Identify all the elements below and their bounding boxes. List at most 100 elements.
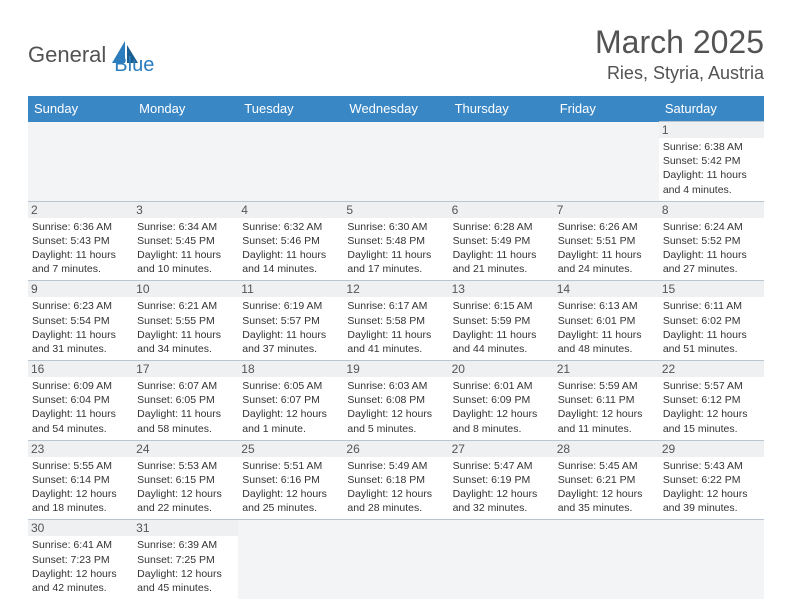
day-info: Sunrise: 5:43 AMSunset: 6:22 PMDaylight:… [663,459,760,516]
daylight-text: Daylight: 12 hours and 18 minutes. [32,487,129,515]
sunrise-text: Sunrise: 5:57 AM [663,379,760,393]
day-info: Sunrise: 6:11 AMSunset: 6:02 PMDaylight:… [663,299,760,356]
day-header: Saturday [659,96,764,122]
day-cell: 18Sunrise: 6:05 AMSunset: 6:07 PMDayligh… [238,361,343,441]
day-number: 9 [28,281,133,297]
sunrise-text: Sunrise: 6:32 AM [242,220,339,234]
day-info: Sunrise: 6:07 AMSunset: 6:05 PMDaylight:… [137,379,234,436]
day-cell [238,122,343,202]
day-info: Sunrise: 6:15 AMSunset: 5:59 PMDaylight:… [453,299,550,356]
sunset-text: Sunset: 5:42 PM [663,154,760,168]
daylight-text: Daylight: 11 hours and 10 minutes. [137,248,234,276]
day-cell [28,122,133,202]
sunset-text: Sunset: 6:05 PM [137,393,234,407]
header: General Blue March 2025 Ries, Styria, Au… [28,24,764,84]
daylight-text: Daylight: 12 hours and 5 minutes. [347,407,444,435]
week-row: 16Sunrise: 6:09 AMSunset: 6:04 PMDayligh… [28,361,764,441]
day-info: Sunrise: 6:36 AMSunset: 5:43 PMDaylight:… [32,220,129,277]
sunset-text: Sunset: 6:11 PM [558,393,655,407]
location: Ries, Styria, Austria [595,63,764,84]
day-cell: 30Sunrise: 6:41 AMSunset: 7:23 PMDayligh… [28,520,133,599]
daylight-text: Daylight: 11 hours and 21 minutes. [453,248,550,276]
sunset-text: Sunset: 6:04 PM [32,393,129,407]
sunset-text: Sunset: 5:57 PM [242,314,339,328]
day-number: 15 [659,281,764,297]
month-title: March 2025 [595,24,764,61]
day-info: Sunrise: 6:28 AMSunset: 5:49 PMDaylight:… [453,220,550,277]
sunrise-text: Sunrise: 5:59 AM [558,379,655,393]
day-info: Sunrise: 6:21 AMSunset: 5:55 PMDaylight:… [137,299,234,356]
day-info: Sunrise: 6:38 AMSunset: 5:42 PMDaylight:… [663,140,760,197]
day-number: 28 [554,441,659,457]
logo-text-blue: Blue [114,54,154,77]
day-number: 25 [238,441,343,457]
sunset-text: Sunset: 5:46 PM [242,234,339,248]
day-cell [238,520,343,599]
week-row: 30Sunrise: 6:41 AMSunset: 7:23 PMDayligh… [28,520,764,599]
sunset-text: Sunset: 5:55 PM [137,314,234,328]
day-header: Monday [133,96,238,122]
day-number: 10 [133,281,238,297]
day-info: Sunrise: 6:23 AMSunset: 5:54 PMDaylight:… [32,299,129,356]
sunset-text: Sunset: 5:59 PM [453,314,550,328]
day-cell [554,520,659,599]
day-cell [133,122,238,202]
daylight-text: Daylight: 11 hours and 27 minutes. [663,248,760,276]
logo-text-general: General [28,42,106,68]
day-cell: 29Sunrise: 5:43 AMSunset: 6:22 PMDayligh… [659,440,764,520]
sunset-text: Sunset: 5:52 PM [663,234,760,248]
day-header: Thursday [449,96,554,122]
sunset-text: Sunset: 7:25 PM [137,553,234,567]
sunrise-text: Sunrise: 5:47 AM [453,459,550,473]
day-header: Friday [554,96,659,122]
day-cell: 11Sunrise: 6:19 AMSunset: 5:57 PMDayligh… [238,281,343,361]
day-cell [343,520,448,599]
day-number: 22 [659,361,764,377]
day-header: Tuesday [238,96,343,122]
daylight-text: Daylight: 11 hours and 4 minutes. [663,168,760,196]
day-cell: 16Sunrise: 6:09 AMSunset: 6:04 PMDayligh… [28,361,133,441]
day-info: Sunrise: 6:30 AMSunset: 5:48 PMDaylight:… [347,220,444,277]
daylight-text: Daylight: 11 hours and 34 minutes. [137,328,234,356]
daylight-text: Daylight: 11 hours and 14 minutes. [242,248,339,276]
day-cell: 9 Sunrise: 6:23 AMSunset: 5:54 PMDaylight… [28,281,133,361]
day-cell: 17Sunrise: 6:07 AMSunset: 6:05 PMDayligh… [133,361,238,441]
day-number: 27 [449,441,554,457]
day-cell: 22Sunrise: 5:57 AMSunset: 6:12 PMDayligh… [659,361,764,441]
sunrise-text: Sunrise: 6:05 AM [242,379,339,393]
day-info: Sunrise: 6:17 AMSunset: 5:58 PMDaylight:… [347,299,444,356]
day-header: Wednesday [343,96,448,122]
day-number: 6 [449,202,554,218]
sunset-text: Sunset: 5:54 PM [32,314,129,328]
sunset-text: Sunset: 6:22 PM [663,473,760,487]
daylight-text: Daylight: 11 hours and 54 minutes. [32,407,129,435]
day-info: Sunrise: 5:59 AMSunset: 6:11 PMDaylight:… [558,379,655,436]
day-cell: 12Sunrise: 6:17 AMSunset: 5:58 PMDayligh… [343,281,448,361]
sunrise-text: Sunrise: 6:15 AM [453,299,550,313]
sunrise-text: Sunrise: 5:51 AM [242,459,339,473]
sunrise-text: Sunrise: 6:03 AM [347,379,444,393]
sunset-text: Sunset: 6:02 PM [663,314,760,328]
day-header: Sunday [28,96,133,122]
day-cell: 1Sunrise: 6:38 AMSunset: 5:42 PMDaylight… [659,122,764,202]
sunset-text: Sunset: 6:15 PM [137,473,234,487]
sunrise-text: Sunrise: 6:19 AM [242,299,339,313]
daylight-text: Daylight: 11 hours and 37 minutes. [242,328,339,356]
day-cell [449,122,554,202]
day-number: 14 [554,281,659,297]
sunrise-text: Sunrise: 6:41 AM [32,538,129,552]
daylight-text: Daylight: 11 hours and 58 minutes. [137,407,234,435]
day-cell: 25Sunrise: 5:51 AMSunset: 6:16 PMDayligh… [238,440,343,520]
day-info: Sunrise: 6:32 AMSunset: 5:46 PMDaylight:… [242,220,339,277]
day-cell: 21Sunrise: 5:59 AMSunset: 6:11 PMDayligh… [554,361,659,441]
daylight-text: Daylight: 11 hours and 48 minutes. [558,328,655,356]
sunset-text: Sunset: 5:48 PM [347,234,444,248]
day-number: 3 [133,202,238,218]
day-cell: 15 Sunrise: 6:11 AMSunset: 6:02 PMDayligh… [659,281,764,361]
logo: General Blue [28,32,154,77]
sunset-text: Sunset: 6:18 PM [347,473,444,487]
day-cell: 8Sunrise: 6:24 AMSunset: 5:52 PMDaylight… [659,201,764,281]
day-number: 2 [28,202,133,218]
day-number: 24 [133,441,238,457]
sunrise-text: Sunrise: 6:23 AM [32,299,129,313]
